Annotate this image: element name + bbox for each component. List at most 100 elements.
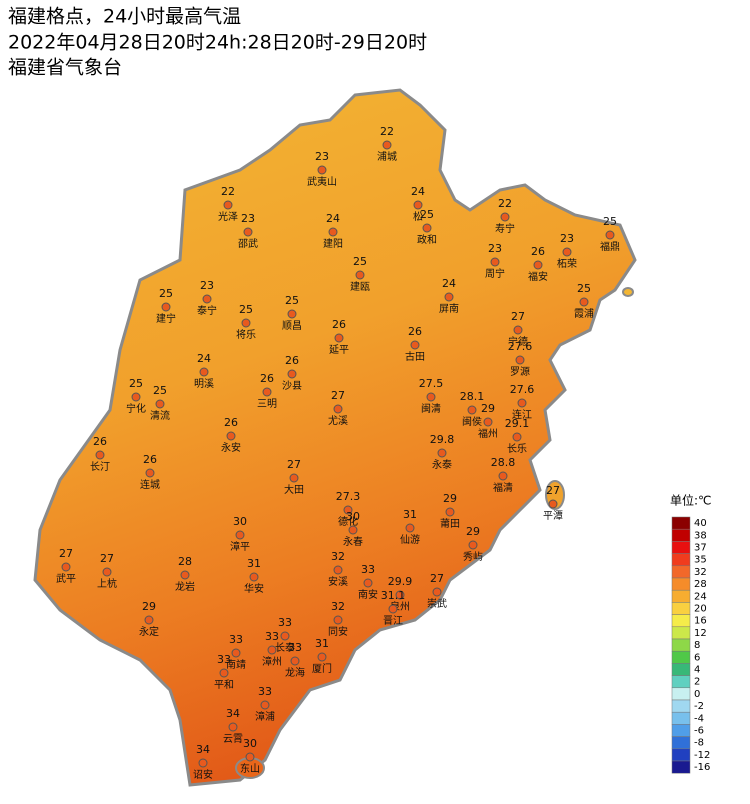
station-name: 宁化 [126,402,146,415]
station-name: 云霄 [223,733,243,745]
legend-swatch [671,663,691,676]
legend-label: -6 [694,726,704,737]
legend-swatch [671,565,691,579]
station-value: 33 [217,653,231,666]
station-name: 安溪 [328,575,348,588]
legend-swatch [671,724,691,737]
station-name: 连城 [140,478,160,491]
station-value: 30 [243,737,257,750]
legend-label: 8 [694,640,700,651]
station-value: 29.9 [388,575,413,588]
station-value: 27 [59,547,73,560]
legend-label: 35 [694,555,707,566]
legend-swatch [671,528,691,542]
station-name: 晋江 [383,615,403,627]
station-dot [235,530,245,540]
legend-swatch [671,638,691,652]
station-name: 上杭 [97,577,117,590]
station-name: 寿宁 [495,222,515,235]
station-name: 建阳 [323,237,343,250]
station-dot [328,227,338,237]
station-dot [388,604,398,614]
station-value: 26 [260,372,274,385]
station-value: 25 [159,287,173,300]
station-value: 23 [560,232,574,245]
station-name: 德化 [338,515,358,528]
station-dot [95,450,105,460]
station-name: 长汀 [90,461,110,473]
station-name: 霞浦 [574,307,594,320]
station-dot [548,499,558,509]
station-name: 建宁 [156,312,176,325]
station-dot [426,392,436,402]
station-name: 莆田 [440,517,460,530]
station-value: 23 [315,150,329,163]
legend-label: 4 [694,665,700,676]
station-name: 屏南 [439,302,459,315]
station-dot [605,230,615,240]
station-name: 龙海 [285,666,305,679]
station-value: 34 [226,707,240,720]
station-name: 福清 [493,481,513,494]
station-name: 顺昌 [282,320,302,332]
station-value: 29.1 [505,417,530,430]
station-value: 26 [143,453,157,466]
station-dot [483,417,493,427]
station-value: 31 [247,557,261,570]
station-value: 31 [403,508,417,521]
title-line: 2022年04月28日20时24h:28日20时-29日20时 [8,32,427,54]
station-name: 诏安 [193,768,213,781]
station-name: 漳浦 [255,710,275,723]
station-dot [249,572,259,582]
legend-label: -4 [694,713,704,724]
station-value: 34 [196,743,210,756]
legend-label: -8 [694,738,704,749]
legend-label: 28 [694,579,707,590]
station-dot [155,399,165,409]
station-dot [382,140,392,150]
station-dot [513,325,523,335]
station-value: 27 [287,458,301,471]
station-value: 25 [577,282,591,295]
station-dot [161,302,171,312]
station-dot [145,468,155,478]
station-dot [231,648,241,658]
legend-label: 16 [694,616,707,627]
station-name: 延平 [329,344,349,356]
station-value: 25 [153,384,167,397]
legend-label: -12 [694,750,710,761]
station-dot [226,431,236,441]
title-line: 福建省气象台 [8,57,122,79]
station-dot [533,260,543,270]
station-value: 27 [430,572,444,585]
station-name: 福安 [528,270,548,283]
station-value: 22 [380,125,394,138]
station-name: 柘荣 [557,257,577,270]
station-dot [317,652,327,662]
station-name: 罗源 [510,365,530,378]
legend-swatch [671,602,691,615]
station-name: 大田 [284,483,304,496]
station-value: 26 [408,325,422,338]
station-dot [333,404,343,414]
legend-label: 40 [694,518,707,529]
station-value: 27 [511,310,525,323]
legend-swatch [671,687,691,701]
station-value: 23 [200,279,214,292]
station-name: 福鼎 [600,240,620,253]
station-value: 26 [93,435,107,448]
station-name: 明溪 [194,378,214,390]
station-name: 秀屿 [463,551,483,563]
station-dot [144,615,154,625]
station-dot [363,578,373,588]
station-dot [562,247,572,257]
station-dot [334,333,344,343]
station-value: 33 [265,630,279,643]
station-name: 长泰 [275,641,295,654]
station-dot [219,668,229,678]
legend-swatch [671,736,691,750]
province-outline [33,88,637,787]
station-dot [422,223,432,233]
station-name: 周宁 [485,267,505,280]
station-value: 23 [488,242,502,255]
